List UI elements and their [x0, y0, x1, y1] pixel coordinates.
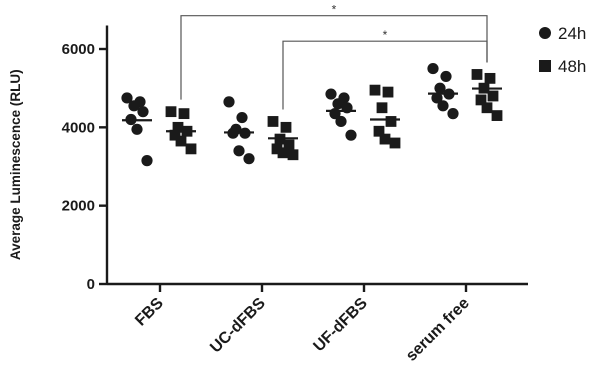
- point-24h: [440, 70, 452, 83]
- point-24h: [121, 92, 133, 104]
- point-48h: [185, 143, 197, 155]
- point-48h: [175, 135, 187, 147]
- point-48h: [172, 121, 184, 133]
- point-48h: [385, 116, 397, 127]
- y-tick-label: 6000: [62, 41, 95, 58]
- point-48h: [471, 69, 483, 80]
- point-48h: [481, 102, 493, 114]
- point-24h: [131, 123, 143, 135]
- legend-label: 48h: [558, 57, 586, 76]
- x-tick-label: FBS: [132, 295, 167, 330]
- point-48h: [475, 94, 487, 106]
- point-24h: [243, 153, 255, 165]
- point-24h: [427, 62, 439, 75]
- x-tick-label: UC-dFBS: [207, 295, 269, 357]
- point-48h: [389, 137, 401, 149]
- significance-brackets: **: [180, 3, 488, 110]
- point-48h: [277, 147, 289, 159]
- point-48h: [376, 102, 388, 114]
- y-tick-label: 0: [87, 276, 95, 293]
- point-48h: [487, 90, 499, 102]
- point-48h: [165, 106, 177, 118]
- point-24h: [325, 88, 337, 100]
- point-48h: [379, 133, 391, 145]
- legend-label: 24h: [558, 24, 586, 43]
- point-24h: [437, 100, 449, 112]
- point-48h: [283, 139, 295, 151]
- legend-marker-square: [539, 60, 551, 72]
- point-24h: [223, 96, 235, 108]
- point-48h: [382, 86, 394, 98]
- point-24h: [434, 82, 446, 94]
- x-ticks: FBS UC-dFBS UF-dFBS serum free: [132, 284, 473, 365]
- point-24h: [332, 98, 344, 110]
- point-48h: [491, 110, 503, 121]
- point-24h: [233, 145, 245, 157]
- y-axis-label: Average Luminescence (RLU): [8, 69, 23, 260]
- point-48h: [373, 125, 385, 137]
- y-tick-label: 2000: [62, 198, 95, 215]
- significance-star: *: [332, 3, 337, 17]
- point-48h: [178, 108, 190, 120]
- point-24h: [137, 106, 149, 118]
- significance-star: *: [383, 28, 388, 42]
- point-24h: [335, 115, 347, 128]
- x-tick-label: serum free: [403, 295, 473, 365]
- point-24h: [236, 111, 248, 124]
- point-24h: [447, 108, 459, 120]
- point-48h: [280, 121, 292, 133]
- y-tick-label: 4000: [62, 119, 95, 136]
- data-points: [121, 62, 503, 167]
- point-24h: [128, 100, 140, 112]
- mean-lines: [122, 87, 502, 140]
- significance-bracket: [282, 40, 488, 110]
- point-48h: [484, 72, 496, 84]
- point-48h: [271, 143, 283, 155]
- axes: [105, 25, 528, 286]
- point-24h: [431, 92, 443, 104]
- legend: 24h 48h: [539, 24, 586, 76]
- y-ticks: 0 2000 4000 6000: [62, 41, 107, 293]
- x-tick-label: UF-dFBS: [310, 295, 371, 356]
- point-48h: [267, 116, 279, 127]
- point-48h: [369, 84, 381, 96]
- point-48h: [287, 149, 299, 161]
- point-24h: [345, 129, 357, 141]
- point-48h: [169, 129, 181, 141]
- legend-marker-circle: [539, 27, 551, 39]
- point-24h: [141, 155, 153, 167]
- significance-bracket: [180, 15, 488, 100]
